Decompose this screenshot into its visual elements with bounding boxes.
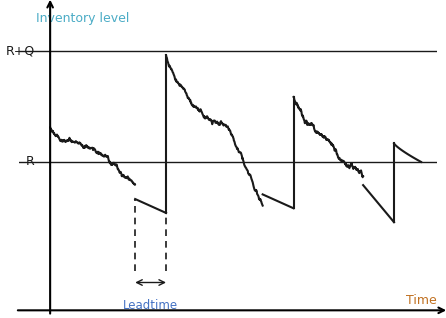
Text: Inventory level: Inventory level [36, 12, 129, 25]
Text: Leadtime: Leadtime [123, 299, 178, 312]
Text: R+Q: R+Q [5, 44, 35, 57]
Text: R: R [26, 156, 35, 169]
Text: Time: Time [406, 294, 437, 307]
